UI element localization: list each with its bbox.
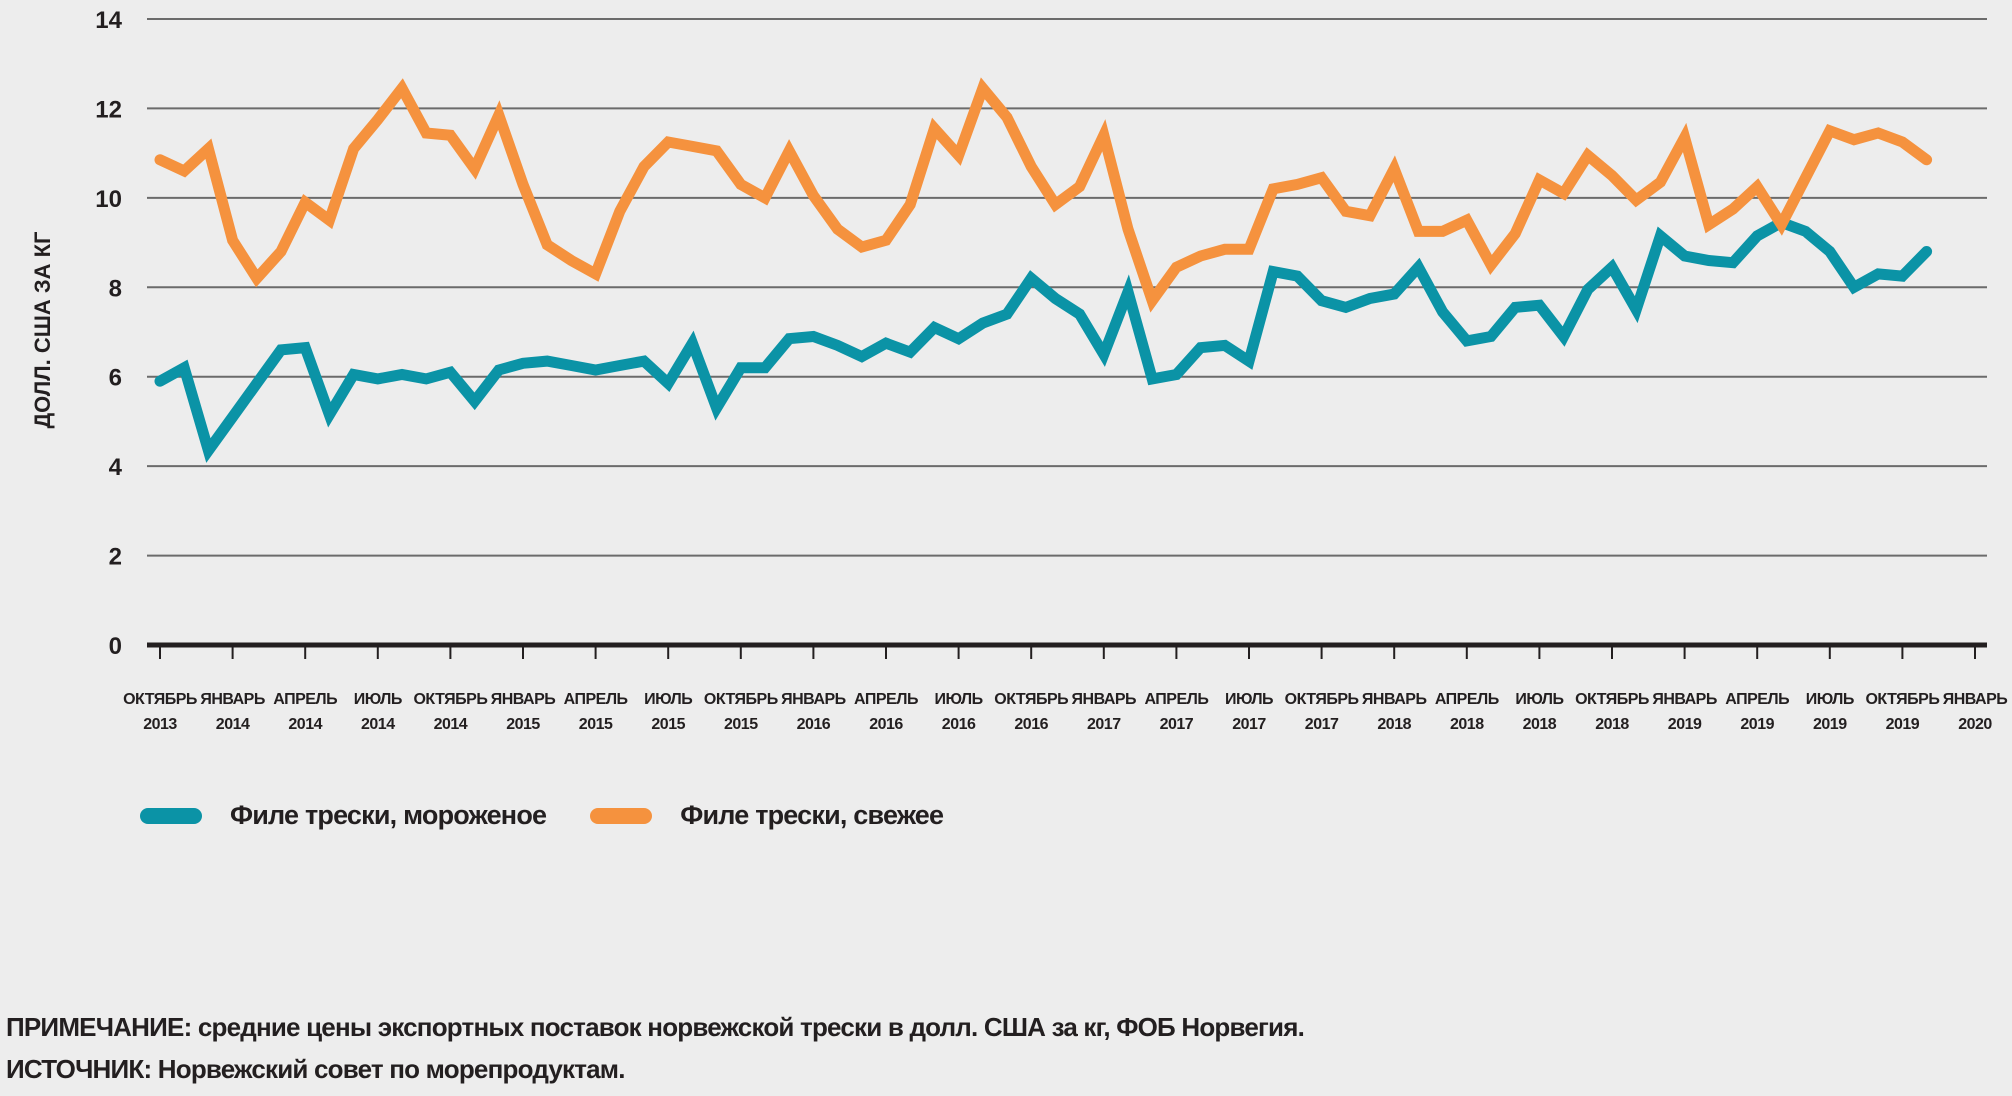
x-tick-label-month: АПРЕЛЬ [854, 691, 918, 708]
y-tick-label: 8 [109, 275, 122, 302]
x-tick-label-year: 2018 [1450, 716, 1484, 733]
legend: Филе трески, мороженое Филе трески, свеж… [140, 800, 987, 831]
x-tick-label-month: ОКТЯБРЬ [413, 691, 487, 708]
legend-label-fresh: Филе трески, свежее [680, 800, 944, 830]
x-tick-label-year: 2018 [1595, 716, 1629, 733]
x-tick-label-year: 2019 [1740, 716, 1774, 733]
x-tick-label-year: 2019 [1813, 716, 1847, 733]
x-tick-label-month: ЯНВАРЬ [491, 691, 556, 708]
legend-label-frozen: Филе трески, мороженое [230, 800, 547, 830]
x-tick-label-month: ИЮЛЬ [354, 691, 402, 708]
x-tick-label-year: 2020 [1958, 716, 1992, 733]
x-tick-label-year: 2014 [434, 716, 468, 733]
y-tick-label: 0 [109, 633, 122, 660]
x-tick-label-month: ОКТЯБРЬ [123, 691, 197, 708]
x-tick-label-month: ОКТЯБРЬ [1865, 691, 1939, 708]
legend-item-fresh: Филе трески, свежее [590, 800, 944, 831]
y-tick-label: 10 [95, 186, 122, 213]
x-tick-label-year: 2014 [288, 716, 322, 733]
x-tick-label-year: 2017 [1160, 716, 1194, 733]
x-tick-label-month: ИЮЛЬ [1225, 691, 1273, 708]
footnote-note: ПРИМЕЧАНИЕ: средние цены экспортных пост… [6, 1012, 1305, 1042]
x-tick-label-month: ОКТЯБРЬ [994, 691, 1068, 708]
footnote-source: ИСТОЧНИК: Норвежский совет по морепродук… [6, 1054, 625, 1084]
x-tick-label-year: 2016 [869, 716, 903, 733]
x-tick-label-year: 2016 [797, 716, 831, 733]
x-tick-label-month: АПРЕЛЬ [1725, 691, 1789, 708]
y-tick-label: 4 [109, 454, 123, 481]
x-tick-label-month: ЯНВАРЬ [1362, 691, 1427, 708]
x-tick-label-year: 2015 [651, 716, 685, 733]
series-line-frozen [154, 216, 1933, 463]
x-tick-label-year: 2017 [1232, 716, 1266, 733]
y-axis-ticks: 0 2 4 6 8 10 12 14 [95, 7, 122, 660]
x-tick-label-month: АПРЕЛЬ [273, 691, 337, 708]
x-tick-label-month: ИЮЛЬ [644, 691, 692, 708]
x-tick-label-month: ОКТЯБРЬ [704, 691, 778, 708]
x-tick-label-month: ОКТЯБРЬ [1575, 691, 1649, 708]
gridlines [147, 18, 1987, 557]
y-tick-label: 14 [95, 7, 122, 34]
x-tick-label-year: 2018 [1523, 716, 1557, 733]
x-tick-label-month: ЯНВАРЬ [1943, 691, 2008, 708]
legend-swatch-frozen [140, 807, 202, 824]
x-tick-label-month: ЯНВАРЬ [781, 691, 846, 708]
x-tick-label-month: ЯНВАРЬ [1072, 691, 1137, 708]
x-tick-label-year: 2016 [1014, 716, 1048, 733]
x-tick-label-month: ЯНВАРЬ [200, 691, 265, 708]
x-tick-label-month: ОКТЯБРЬ [1285, 691, 1359, 708]
x-tick-label-month: ИЮЛЬ [1806, 691, 1854, 708]
line-chart: 0 2 4 6 8 10 12 14 ОКТЯБРЬ 2013 ЯНВАРЬ 2014 АПРЕЛЬ 2… [30, 7, 2008, 733]
x-tick-label-year: 2013 [143, 716, 177, 733]
x-tick-label-month: ИЮЛЬ [935, 691, 983, 708]
x-tick-label-year: 2017 [1305, 716, 1339, 733]
x-tick-label-year: 2014 [361, 716, 395, 733]
x-tick-label-year: 2019 [1886, 716, 1920, 733]
y-tick-label: 12 [95, 96, 122, 123]
series-lines [154, 77, 1933, 463]
x-tick-label-year: 2018 [1377, 716, 1411, 733]
legend-item-frozen: Филе трески, мороженое [140, 800, 547, 831]
y-tick-label: 2 [109, 544, 122, 571]
x-tick-label-month: АПРЕЛЬ [564, 691, 628, 708]
x-tick-label-year: 2016 [942, 716, 976, 733]
x-tick-label-year: 2015 [506, 716, 540, 733]
x-tick-label-year: 2015 [579, 716, 613, 733]
x-tick-label-year: 2019 [1668, 716, 1702, 733]
series-line-fresh [154, 77, 1933, 313]
x-tick-label-month: АПРЕЛЬ [1435, 691, 1499, 708]
y-axis-label: ДОЛЛ. США ЗА КГ [30, 231, 55, 429]
x-tick-label-year: 2014 [216, 716, 250, 733]
x-axis: ОКТЯБРЬ 2013 ЯНВАРЬ 2014 АПРЕЛЬ 2014 ИЮЛЬ 2014 О… [123, 642, 2008, 733]
y-tick-label: 6 [109, 365, 122, 392]
x-tick-label-year: 2015 [724, 716, 758, 733]
legend-swatch-fresh [590, 807, 653, 824]
x-tick-label-year: 2017 [1087, 716, 1121, 733]
x-tick-label-month: ЯНВАРЬ [1652, 691, 1717, 708]
x-tick-label-month: АПРЕЛЬ [1144, 691, 1208, 708]
x-tick-label-month: ИЮЛЬ [1515, 691, 1563, 708]
